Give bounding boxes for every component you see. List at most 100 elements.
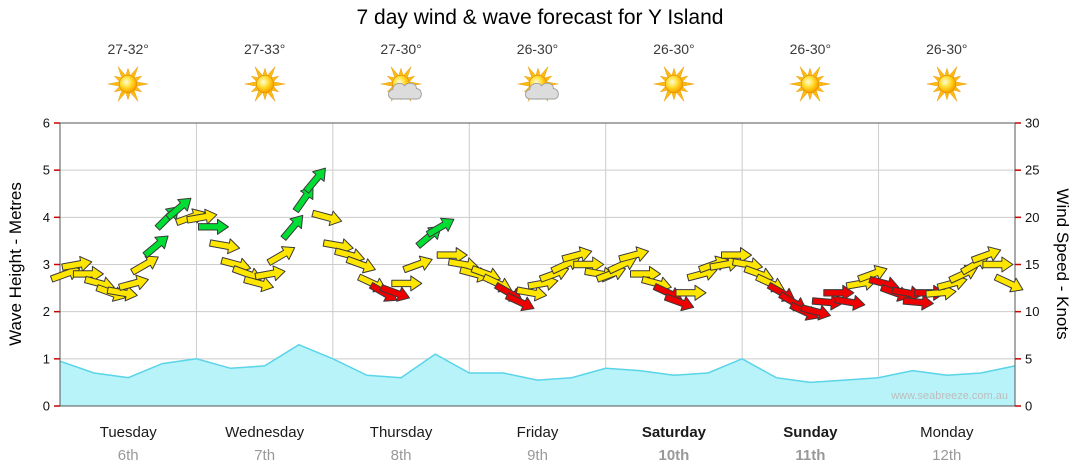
- wind-arrow: [345, 255, 376, 274]
- day-name-label: Monday: [920, 424, 974, 441]
- wind-axis-tick-label: 25: [1025, 163, 1039, 178]
- day-name-label: Wednesday: [225, 424, 304, 441]
- wind-axis-tick-label: 0: [1025, 399, 1032, 414]
- sun-icon: [653, 66, 695, 102]
- day-header: 26-30°: [787, 40, 833, 107]
- temperature-range: 26-30°: [926, 41, 968, 57]
- wind-arrow: [800, 304, 831, 321]
- wind-arrow: [130, 255, 159, 276]
- wave-axis-tick-label: 4: [43, 210, 50, 225]
- wind-arrow: [118, 274, 149, 291]
- wind-arrow: [311, 209, 343, 227]
- day-date-label: 11th: [795, 447, 825, 464]
- temperature-range: 27-30°: [380, 41, 422, 57]
- wind-arrow: [280, 214, 304, 241]
- wind-arrow: [709, 255, 741, 272]
- sun-cloud-icon: [380, 66, 422, 102]
- day-header: 26-30°: [515, 40, 561, 107]
- day-headers: 27-32° 27-33° 27-30° 26-30° 26-30° 26-30° 26-3…: [0, 0, 1080, 120]
- wind-axis-tick-label: 15: [1025, 257, 1039, 272]
- wind-arrow: [618, 246, 650, 263]
- wave-outline: [59, 343, 1016, 384]
- wind-axis-tick-label: 10: [1025, 304, 1039, 319]
- day-date-label: 9th: [527, 447, 548, 464]
- day-name-label: Sunday: [783, 424, 838, 441]
- sun-disc: [665, 75, 683, 93]
- wave-axis-tick-label: 6: [43, 116, 50, 131]
- wind-arrow: [982, 256, 1014, 273]
- sun-icon: [926, 66, 967, 102]
- wave-axis-tick-label: 3: [43, 257, 50, 272]
- wind-arrow: [72, 265, 104, 282]
- sun-icon: [244, 66, 285, 102]
- day-header: 26-30°: [651, 40, 697, 107]
- wind-arrow: [402, 255, 433, 274]
- wind-axis-tick-label: 30: [1025, 116, 1039, 131]
- wind-axis-tick-label: 20: [1025, 210, 1039, 225]
- sun-cloud-icon: [517, 66, 559, 102]
- day-date-label: 7th: [254, 447, 275, 464]
- wind-arrow: [142, 235, 169, 259]
- wind-arrow: [811, 294, 843, 311]
- wave-axis-tick-label: 5: [43, 163, 50, 178]
- day-name-label: Friday: [517, 424, 559, 441]
- sun-disc: [937, 75, 956, 93]
- wind-arrow: [663, 293, 695, 312]
- wind-arrow: [970, 246, 1002, 264]
- wind-arrow: [243, 275, 274, 293]
- wave-axis-tick-label: 1: [43, 351, 50, 366]
- temperature-range: 27-32°: [107, 41, 149, 57]
- wind-arrow: [823, 284, 855, 301]
- day-name-label: Thursday: [370, 424, 433, 441]
- wind-arrow: [721, 247, 752, 264]
- wind-arrow: [106, 285, 138, 302]
- cloud-icon: [524, 82, 559, 100]
- wind-arrow: [165, 197, 192, 221]
- wind-arrow: [515, 285, 548, 302]
- sun-disc: [119, 75, 138, 93]
- day-date-label: 6th: [118, 447, 139, 464]
- wave-area: [60, 344, 1015, 406]
- wind-arrow: [436, 247, 468, 264]
- day-date-label: 12th: [932, 447, 961, 464]
- wind-arrow: [303, 167, 326, 194]
- day-date-label: 10th: [659, 447, 690, 464]
- day-header: 27-33°: [242, 40, 288, 107]
- wind-arrow: [186, 208, 218, 225]
- wind-arrow: [379, 284, 410, 302]
- wind-arrow: [993, 273, 1024, 293]
- wind-arrow: [61, 255, 93, 272]
- day-name-label: Saturday: [642, 424, 707, 441]
- day-header: 27-30°: [378, 40, 424, 107]
- temperature-range: 26-30°: [653, 41, 695, 57]
- wind-arrow: [391, 275, 423, 292]
- watermark: www.seabreeze.com.au: [890, 390, 1008, 402]
- temperature-range: 26-30°: [516, 41, 559, 57]
- sun-icon: [108, 66, 149, 102]
- wind-axis-tick-label: 5: [1025, 351, 1032, 366]
- wind-arrow: [266, 246, 296, 266]
- temperature-range: 26-30°: [789, 41, 832, 57]
- day-date-label: 8th: [391, 447, 412, 464]
- temperature-range: 27-33°: [243, 41, 286, 57]
- wind-arrow: [630, 265, 661, 282]
- wind-arrow: [902, 294, 934, 311]
- day-header: 27-32°: [105, 40, 151, 107]
- wind-arrow: [425, 217, 455, 238]
- wind-arrow: [292, 185, 314, 214]
- sun-disc: [255, 75, 274, 93]
- cloud-icon: [388, 82, 422, 100]
- day-header: 26-30°: [924, 40, 970, 107]
- chart-title: 7 day wind & wave forecast for Y Island: [356, 6, 724, 29]
- wind-arrow: [675, 284, 707, 301]
- wind-arrow: [857, 264, 888, 283]
- wind-arrow: [209, 238, 241, 255]
- sun-icon: [790, 66, 831, 102]
- wind-arrow: [254, 265, 286, 282]
- wind-arrow: [198, 218, 229, 235]
- wave-axis-tick-label: 0: [43, 399, 50, 414]
- day-name-label: Tuesday: [100, 424, 157, 441]
- wind-arrow: [573, 256, 605, 273]
